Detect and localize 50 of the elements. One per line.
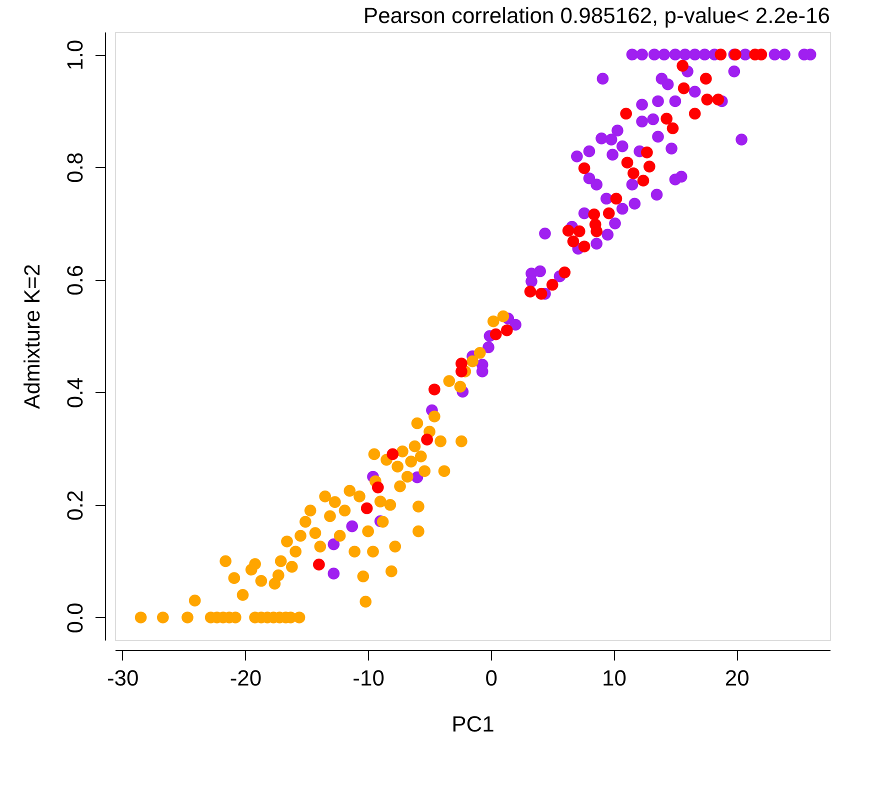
point [490, 328, 502, 340]
point [421, 434, 433, 446]
point [628, 167, 640, 180]
point [360, 502, 373, 514]
point [386, 448, 399, 460]
y-tick-label: 0.8 [62, 152, 88, 183]
point [714, 48, 727, 60]
point [660, 112, 673, 125]
chart-title: Pearson correlation 0.985162, p-value< 2.2e-16 [363, 3, 830, 28]
point [567, 236, 580, 248]
point [637, 174, 650, 187]
x-tick-label: 20 [724, 666, 750, 690]
point [588, 208, 600, 220]
point [558, 266, 571, 278]
point [500, 324, 513, 336]
x-tick-label: 10 [602, 666, 627, 690]
point [562, 224, 574, 237]
y-tick-label: 0.0 [62, 602, 88, 634]
x-tick-label: -10 [352, 666, 384, 690]
point [524, 286, 536, 298]
x-tick-label: 0 [485, 666, 498, 690]
point [688, 108, 701, 120]
x-tick-label: -30 [106, 666, 139, 690]
point [602, 207, 615, 220]
point [700, 72, 712, 85]
point [546, 278, 558, 291]
y-tick-label: 0.2 [62, 490, 88, 521]
point [641, 146, 653, 158]
point [535, 288, 548, 300]
point [372, 482, 384, 494]
point [578, 162, 590, 174]
y-tick-label: 1.0 [62, 40, 88, 70]
point [666, 122, 679, 134]
point [620, 108, 632, 120]
point [678, 82, 690, 94]
point [676, 60, 688, 72]
x-tick-label: -20 [230, 666, 262, 690]
point [313, 558, 325, 570]
point [621, 156, 634, 169]
point [643, 160, 656, 172]
point [428, 384, 440, 396]
point [712, 94, 724, 106]
x-axis-title: PC1 [452, 712, 494, 736]
point [578, 240, 590, 252]
y-tick-label: 0.6 [62, 264, 88, 296]
y-axis-title: Admixture K=2 [20, 264, 44, 409]
y-tick-label: 0.4 [62, 378, 88, 408]
point [610, 192, 622, 205]
point [701, 94, 714, 106]
point [573, 225, 586, 238]
